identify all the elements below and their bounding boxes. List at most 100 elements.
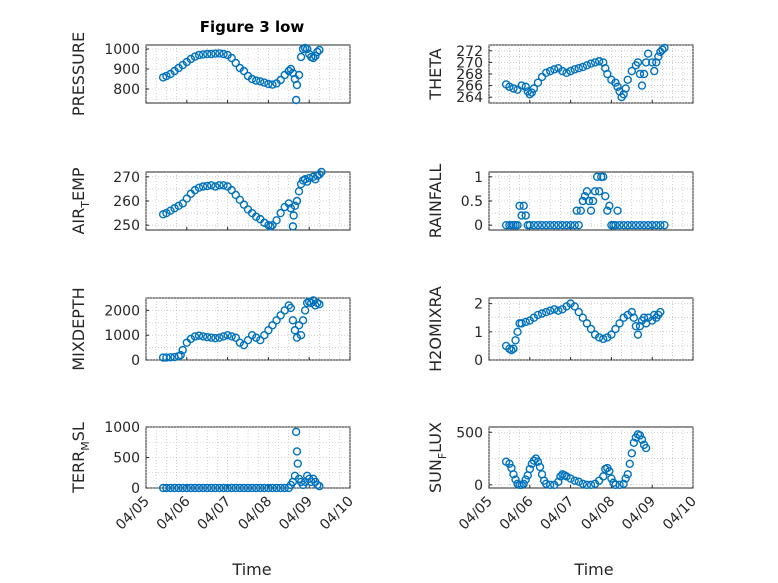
data-point (578, 196, 588, 206)
data-point (207, 49, 216, 59)
data-point (505, 82, 514, 91)
data-point (509, 470, 518, 479)
data-point (505, 459, 514, 469)
data-point (198, 182, 208, 191)
x-tick-label: 04/09 (619, 494, 659, 534)
data-point (239, 483, 249, 493)
data-point (284, 301, 293, 310)
x-axis-label-left: Time (231, 560, 271, 579)
data-point (519, 479, 528, 488)
data-point (631, 220, 641, 230)
data-point (635, 69, 645, 79)
data-point (162, 483, 171, 493)
data-point (611, 480, 620, 490)
data-point (182, 194, 192, 203)
data-point (194, 183, 204, 192)
y-tick-label: 0 (131, 353, 140, 369)
data-point (627, 66, 636, 76)
data-point (599, 472, 608, 481)
data-point (178, 345, 187, 355)
data-point (603, 206, 612, 215)
data-point (643, 220, 653, 230)
data-point (194, 331, 204, 340)
data-point (302, 44, 312, 54)
x-tick-label: 04/07 (195, 494, 235, 534)
data-point (546, 220, 555, 230)
y-axis-label-5: H2OMIXRA (426, 286, 445, 372)
data-point (276, 311, 285, 320)
data-point (239, 66, 249, 76)
data-point (517, 319, 526, 328)
data-point (558, 220, 567, 230)
data-point (660, 220, 669, 230)
data-point (611, 78, 620, 87)
data-point (566, 66, 575, 76)
data-point (550, 305, 559, 314)
y-tick-label: 0 (474, 218, 483, 234)
data-point (235, 195, 245, 204)
data-point (507, 345, 516, 355)
data-point (541, 307, 551, 317)
data-point (231, 483, 240, 493)
data-point (264, 326, 273, 335)
y-tick-label: 2000 (104, 303, 140, 319)
data-point (582, 187, 592, 196)
data-point (311, 301, 320, 310)
data-point (511, 475, 520, 484)
data-point (505, 344, 514, 353)
data-point (219, 483, 228, 493)
data-point (637, 81, 647, 90)
data-point (311, 51, 320, 61)
y-tick-label: 0 (474, 353, 483, 369)
data-point (635, 431, 645, 440)
data-point (541, 220, 551, 230)
data-point (276, 208, 285, 218)
data-point (317, 167, 326, 177)
data-point (582, 61, 592, 70)
data-point (592, 172, 602, 182)
data-point (284, 66, 293, 76)
data-point (586, 59, 596, 68)
y-tick-label: 266 (456, 79, 483, 95)
data-point (170, 483, 179, 493)
data-point (648, 220, 657, 230)
data-point (603, 69, 612, 79)
data-point (313, 47, 322, 57)
data-point (276, 483, 285, 493)
data-point (521, 82, 530, 91)
data-point (613, 82, 622, 91)
data-point (594, 333, 604, 342)
data-point (541, 479, 551, 488)
x-tick-label: 04/07 (538, 494, 578, 534)
data-point (541, 68, 551, 78)
data-point (211, 483, 220, 493)
data-point (578, 479, 588, 488)
y-axis-label-4: MIXDEPTH (69, 287, 88, 370)
data-point (570, 65, 579, 74)
y-tick-label: 1000 (104, 420, 140, 436)
data-point (307, 298, 316, 308)
data-point (305, 173, 314, 183)
data-point (562, 68, 571, 78)
data-point (243, 483, 253, 493)
data-point (162, 71, 171, 81)
data-point (652, 220, 661, 230)
data-point (219, 332, 228, 341)
subplot-sun-flux: 0 500 04/05 04/06 04/07 04/08 04/09 04/10 SUNFLU… (426, 422, 700, 533)
data-point (623, 220, 632, 230)
data-point (182, 483, 192, 493)
data-point (251, 483, 261, 493)
data-point (566, 220, 575, 230)
data-point (546, 306, 555, 315)
data-point (296, 52, 306, 62)
data-point (607, 474, 616, 483)
y-tick-label: 270 (456, 55, 483, 71)
subplot-pressure: 800 900 1000 PRESSURE (69, 32, 351, 116)
data-point (550, 220, 559, 230)
data-point (529, 456, 539, 465)
x-tick-label: 04/06 (154, 493, 194, 533)
data-point (519, 201, 528, 211)
data-point (525, 464, 534, 474)
data-point (590, 187, 600, 196)
